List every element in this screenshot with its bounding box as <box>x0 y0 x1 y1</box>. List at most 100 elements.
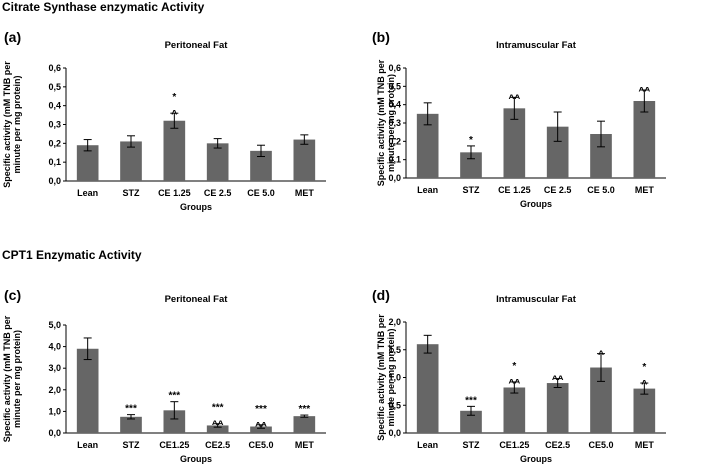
bar <box>250 150 272 181</box>
significance-label: *** <box>125 404 137 415</box>
x-tick-label: Lean <box>417 185 438 195</box>
significance-label: ^ <box>641 379 647 390</box>
significance-label: ^ <box>598 350 604 361</box>
y-axis-title: minute per mg protein) <box>12 75 22 173</box>
chart-panel-2: (b) Intramuscular Fat 0,0 0,1 0,2 0,3 0,4 0,5 0,… <box>372 29 666 209</box>
chart-title: Peritoneal Fat <box>165 40 229 51</box>
x-tick-label: CE2.5 <box>205 440 230 450</box>
bar <box>633 101 656 178</box>
bar <box>293 416 316 433</box>
x-tick-label: CE1.25 <box>159 440 189 450</box>
bar <box>590 134 612 178</box>
chart-title: Intramuscular Fat <box>496 294 577 305</box>
x-tick-label: CE5.0 <box>588 440 613 450</box>
y-tick-label: 0,4 <box>48 101 61 111</box>
panel-label: (d) <box>372 287 390 303</box>
x-tick-label: MET <box>635 440 655 450</box>
bar <box>460 410 482 433</box>
y-tick-label: 4,0 <box>48 342 61 352</box>
y-tick-label: 0,5 <box>48 82 61 92</box>
x-tick-label: STZ <box>463 185 481 195</box>
panel-label: (a) <box>4 29 21 45</box>
significance-label: *** <box>465 395 477 406</box>
bar <box>633 388 656 433</box>
significance-label: * <box>469 135 473 146</box>
y-tick-label: 0,4 <box>388 100 401 110</box>
y-axis-title: Specific activity (mM TNB per <box>376 59 386 186</box>
x-tick-label: CE 2.5 <box>544 185 572 195</box>
x-tick-label: CE2.5 <box>545 440 570 450</box>
y-axis-title: minute per mg protein) <box>386 328 396 426</box>
significance-label: * <box>512 361 516 372</box>
y-tick-label: 2,0 <box>48 385 61 395</box>
significance-label: ^^ <box>508 378 520 389</box>
y-tick-label: 0,0 <box>388 428 401 438</box>
bar <box>546 383 569 433</box>
significance-label: *** <box>212 403 224 414</box>
panel-label: (b) <box>372 29 390 45</box>
x-tick-label: CE 1.25 <box>498 185 531 195</box>
y-axis-title: Specific activity (mM TNB per <box>2 61 12 188</box>
significance-label: ^^ <box>638 86 650 97</box>
significance-label: ^^ <box>552 375 564 386</box>
y-tick-label: 0,0 <box>388 173 401 183</box>
x-tick-label: MET <box>635 185 655 195</box>
y-tick-label: 0,0 <box>48 176 61 186</box>
bar <box>163 120 186 181</box>
significance-label: ^ <box>171 109 177 120</box>
y-tick-label: 0,5 <box>388 400 401 410</box>
y-tick-label: 0,3 <box>48 120 61 130</box>
x-tick-label: MET <box>295 440 315 450</box>
bar <box>460 152 482 178</box>
significance-label: ^^ <box>508 93 520 104</box>
x-axis-title: Groups <box>180 202 212 212</box>
bar <box>546 126 569 178</box>
x-axis-title: Groups <box>180 454 212 464</box>
x-tick-label: CE 1.25 <box>158 188 191 198</box>
bar <box>76 145 99 181</box>
x-tick-label: CE1.25 <box>499 440 529 450</box>
y-tick-label: 0,5 <box>388 81 401 91</box>
x-axis-title: Groups <box>520 454 552 464</box>
section-title-cpt1: CPT1 Enzymatic Activity <box>2 248 142 262</box>
x-tick-label: STZ <box>463 440 481 450</box>
x-tick-label: MET <box>295 188 315 198</box>
bar <box>590 367 612 433</box>
y-tick-label: 0,6 <box>388 63 401 73</box>
section-title-citrate-synthase: Citrate Synthase enzymatic Activity <box>2 0 205 14</box>
bar <box>120 141 142 181</box>
chart-title: Intramuscular Fat <box>496 40 577 51</box>
bar <box>206 143 229 181</box>
bar <box>163 410 186 433</box>
panel-label: (c) <box>4 287 21 303</box>
chart-title: Peritoneal Fat <box>165 294 229 305</box>
y-tick-label: 5,0 <box>48 320 61 330</box>
bar <box>416 344 439 433</box>
y-tick-label: 0,3 <box>388 118 401 128</box>
x-tick-label: Lean <box>77 440 98 450</box>
x-tick-label: STZ <box>123 440 141 450</box>
bar <box>76 348 99 433</box>
significance-label: ^^ <box>255 421 267 432</box>
y-axis-title: Specific activity (mM TNB per <box>376 314 386 441</box>
x-tick-label: CE 5.0 <box>587 185 615 195</box>
y-tick-label: 0,1 <box>388 155 401 165</box>
bar <box>250 426 272 433</box>
bar <box>293 139 316 181</box>
y-tick-label: 0,0 <box>48 428 61 438</box>
y-tick-label: 0,6 <box>48 63 61 73</box>
x-tick-label: CE 5.0 <box>247 188 275 198</box>
bar <box>416 113 439 178</box>
y-tick-label: 3,0 <box>48 363 61 373</box>
x-tick-label: CE5.0 <box>248 440 273 450</box>
y-axis-title: minute per mg protein) <box>12 330 22 428</box>
significance-label: *** <box>298 404 310 415</box>
bar <box>503 108 526 178</box>
significance-label: *** <box>168 391 180 402</box>
chart-panel-4: (d) Intramuscular Fat 0,0 0,5 1,0 1,5 2,0Speci… <box>372 287 666 464</box>
y-tick-label: 1,5 <box>388 345 401 355</box>
bar <box>120 416 142 433</box>
x-tick-label: Lean <box>417 440 438 450</box>
y-axis-title: minute per mg protein) <box>386 74 396 172</box>
